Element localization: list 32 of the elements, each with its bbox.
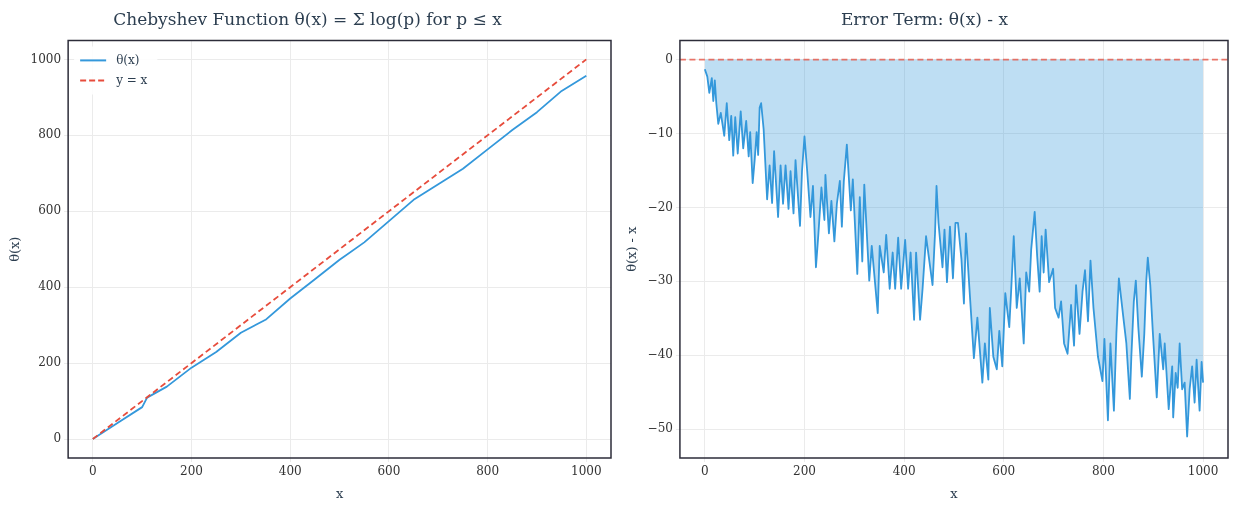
x-tick-label: 800 [476,464,500,479]
x-tick-label: 1000 [571,464,602,479]
y-tick-label: −40 [647,347,673,362]
x-tick-label: 400 [892,464,916,479]
x-tick-label: 400 [278,464,302,479]
x-tick-label: 800 [1091,464,1115,479]
y-axis-title: θ(x) - x [624,225,640,272]
x-tick-label: 200 [793,464,816,479]
y-tick-label: 200 [38,355,62,370]
y-tick-label: −50 [647,421,673,436]
legend-label: θ(x) [116,52,140,67]
x-axis-title: x [950,485,959,501]
y-tick-label: 800 [38,127,62,142]
x-tick-label: 0 [88,464,97,479]
x-tick-label: 600 [992,464,1016,479]
y-tick-label: −20 [647,199,673,214]
x-tick-label: 600 [377,464,401,479]
y-axis-title: θ(x) [7,236,23,262]
x-tick-label: 0 [701,464,709,479]
legend-label: y = x [115,72,148,87]
x-tick-label: 1000 [1187,464,1219,479]
x-axis-title: x [335,485,344,501]
y-tick-label: 400 [38,279,62,294]
y-tick-label: 0 [53,431,62,446]
y-tick-label: 1000 [30,51,62,66]
y-tick-label: −30 [647,273,673,288]
y-tick-label: 600 [38,203,62,218]
y-tick-label: 0 [665,51,673,66]
chart-title: Error Term: θ(x) - x [840,8,1009,29]
x-tick-label: 200 [180,464,203,479]
y-tick-label: −10 [647,125,673,140]
chart-title: Chebyshev Function θ(x) = Σ log(p) for p ≤ x [113,8,503,29]
